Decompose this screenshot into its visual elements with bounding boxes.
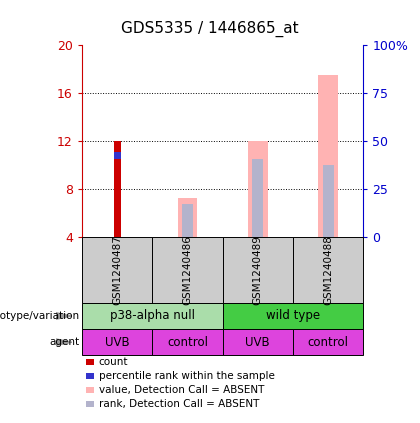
Polygon shape — [56, 313, 72, 319]
Text: GSM1240489: GSM1240489 — [253, 235, 263, 305]
Bar — [252, 159, 263, 237]
Bar — [113, 153, 121, 159]
Bar — [113, 141, 121, 237]
Text: p38-alpha null: p38-alpha null — [110, 310, 195, 322]
Text: GSM1240487: GSM1240487 — [112, 235, 122, 305]
Text: percentile rank within the sample: percentile rank within the sample — [99, 371, 275, 381]
Bar — [318, 75, 338, 237]
Bar — [323, 165, 333, 237]
Text: wild type: wild type — [266, 310, 320, 322]
Text: UVB: UVB — [245, 336, 270, 349]
Text: control: control — [167, 336, 208, 349]
Text: GSM1240488: GSM1240488 — [323, 235, 333, 305]
Text: genotype/variation: genotype/variation — [0, 311, 80, 321]
Bar — [248, 141, 268, 237]
Text: agent: agent — [50, 337, 80, 347]
Text: control: control — [307, 336, 349, 349]
Text: UVB: UVB — [105, 336, 129, 349]
Text: GSM1240486: GSM1240486 — [182, 235, 192, 305]
Text: count: count — [99, 357, 128, 367]
Bar — [178, 198, 197, 237]
Text: GDS5335 / 1446865_at: GDS5335 / 1446865_at — [121, 21, 299, 37]
Text: value, Detection Call = ABSENT: value, Detection Call = ABSENT — [99, 385, 264, 395]
Bar — [182, 203, 193, 237]
Text: rank, Detection Call = ABSENT: rank, Detection Call = ABSENT — [99, 398, 259, 409]
Polygon shape — [56, 339, 72, 346]
